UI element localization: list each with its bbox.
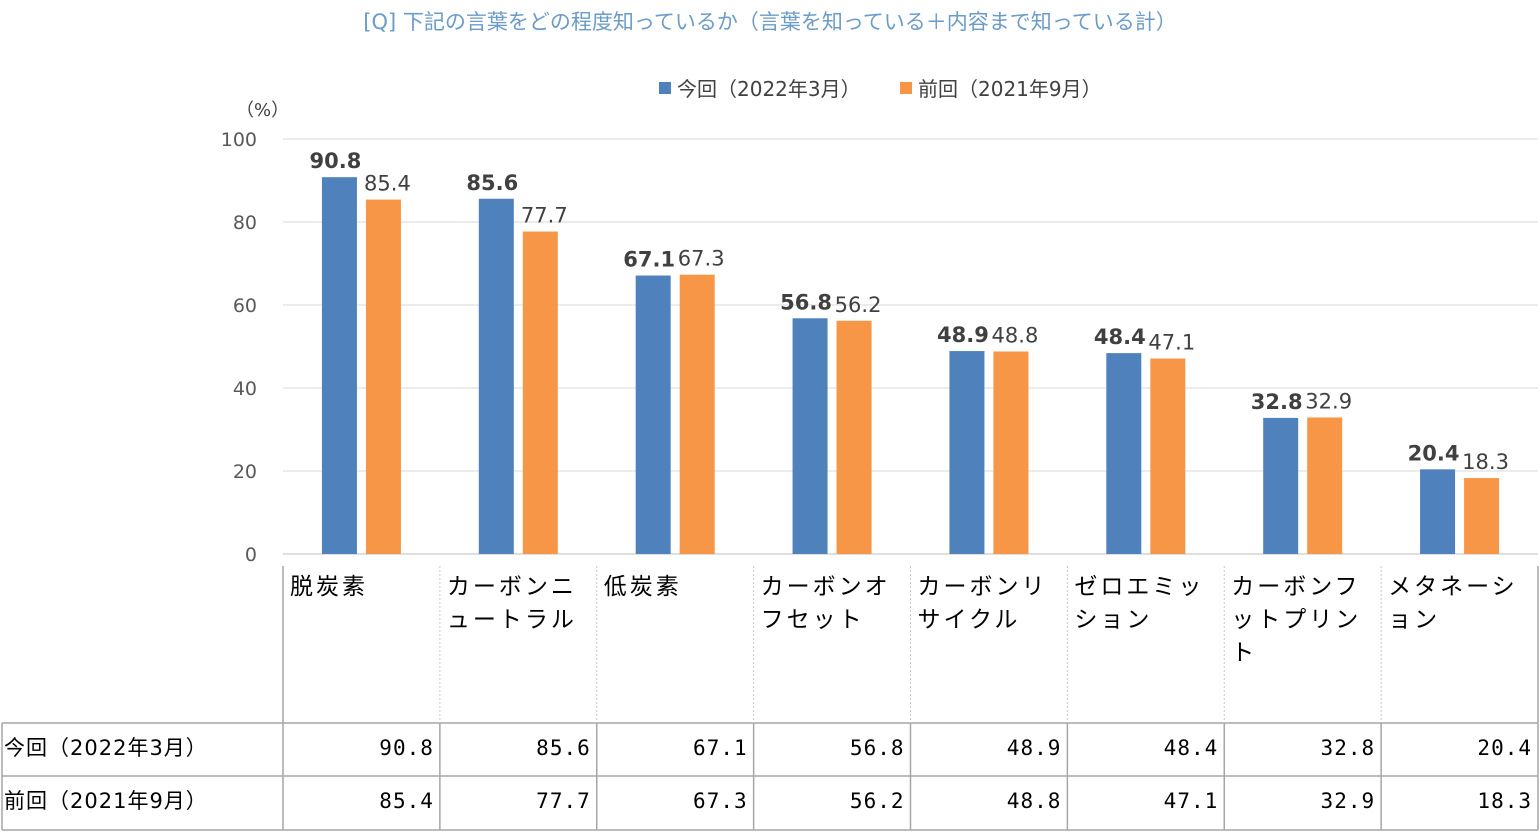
y-tick-label: 60 (233, 295, 257, 317)
data-label-current: 85.6 (466, 171, 518, 195)
bar-current (792, 318, 828, 554)
table-cell-current: 32.8 (1320, 736, 1376, 760)
data-label-current: 56.8 (780, 290, 832, 314)
y-tick-label: 40 (233, 378, 257, 400)
table-row-header-previous: 前回（2021年9月） (4, 789, 208, 813)
data-label-current: 32.8 (1251, 390, 1303, 414)
bar-current (1420, 469, 1456, 554)
legend: 今回（2022年3月） 前回（2021年9月） (0, 73, 1540, 101)
category-label: カーボンオフセット (760, 574, 891, 633)
y-tick-label: 80 (233, 212, 257, 234)
bar-previous (1307, 417, 1343, 554)
table-row-header-current: 今回（2022年3月） (4, 736, 208, 760)
data-label-current: 67.1 (623, 248, 675, 272)
category-label: 脱炭素 (290, 574, 368, 600)
table-cell-current: 48.4 (1163, 736, 1219, 760)
bar-current (635, 275, 671, 554)
category-label: カーボンフットプリント (1231, 574, 1362, 666)
data-label-previous: 47.1 (1148, 331, 1195, 355)
table-cell-previous: 67.3 (693, 789, 748, 813)
table-cell-previous: 32.9 (1320, 789, 1376, 813)
data-label-current: 48.9 (937, 323, 989, 347)
data-label-previous: 56.2 (835, 293, 882, 317)
category-label: メタネーション (1388, 574, 1518, 633)
bar-current (1263, 417, 1299, 554)
table-cell-current: 20.4 (1477, 736, 1532, 760)
bar-previous (365, 199, 401, 554)
y-tick-label: 20 (233, 461, 257, 483)
bar-current (1106, 353, 1142, 554)
table-cell-previous: 47.1 (1163, 789, 1219, 813)
chart-title: [Q] 下記の言葉をどの程度知っているか（言葉を知っている＋内容まで知っている計… (363, 10, 1177, 34)
data-label-current: 90.8 (310, 149, 362, 173)
legend-label-current: 今回（2022年3月） (677, 77, 861, 101)
bar-previous (836, 320, 872, 554)
table-cell-previous: 48.8 (1006, 789, 1062, 813)
legend-label-previous: 前回（2021年9月） (918, 77, 1102, 101)
bar-current (478, 198, 514, 554)
table-cell-previous: 18.3 (1477, 789, 1532, 813)
table-cell-current: 56.8 (849, 736, 905, 760)
legend-item-previous: 前回（2021年9月） (900, 73, 1102, 102)
data-label-previous: 48.8 (992, 323, 1039, 347)
legend-item-current: 今回（2022年3月） (659, 73, 861, 102)
bar-previous (993, 351, 1029, 554)
data-label-current: 20.4 (1408, 441, 1460, 465)
category-label: 低炭素 (603, 574, 682, 600)
legend-swatch-previous (900, 81, 912, 94)
table-cell-previous: 77.7 (536, 789, 591, 813)
data-label-current: 48.4 (1094, 325, 1146, 349)
bar-current (949, 351, 985, 554)
category-label: ゼロエミッション (1074, 574, 1205, 633)
data-label-previous: 85.4 (364, 172, 411, 196)
bar-current (321, 177, 357, 554)
data-label-previous: 67.3 (678, 247, 725, 271)
category-label: カーボンニュートラル (446, 574, 577, 633)
category-label: カーボンリサイクル (917, 574, 1048, 633)
y-tick-label: 0 (245, 544, 257, 566)
y-tick-label: 100 (221, 129, 257, 151)
legend-swatch-current (659, 81, 671, 94)
data-label-previous: 18.3 (1462, 450, 1509, 474)
table-cell-current: 48.9 (1006, 736, 1062, 760)
data-label-previous: 32.9 (1305, 389, 1352, 413)
data-label-previous: 77.7 (521, 204, 568, 228)
bar-previous (1464, 478, 1500, 554)
bar-previous (679, 274, 715, 554)
table-cell-current: 85.6 (536, 736, 591, 760)
y-axis-unit: （%） (236, 100, 290, 121)
bar-previous (1150, 358, 1186, 554)
table-cell-previous: 56.2 (849, 789, 905, 813)
bar-previous (522, 231, 558, 555)
table-cell-current: 90.8 (379, 736, 434, 760)
table-cell-previous: 85.4 (379, 789, 434, 813)
table-cell-current: 67.1 (693, 736, 748, 760)
